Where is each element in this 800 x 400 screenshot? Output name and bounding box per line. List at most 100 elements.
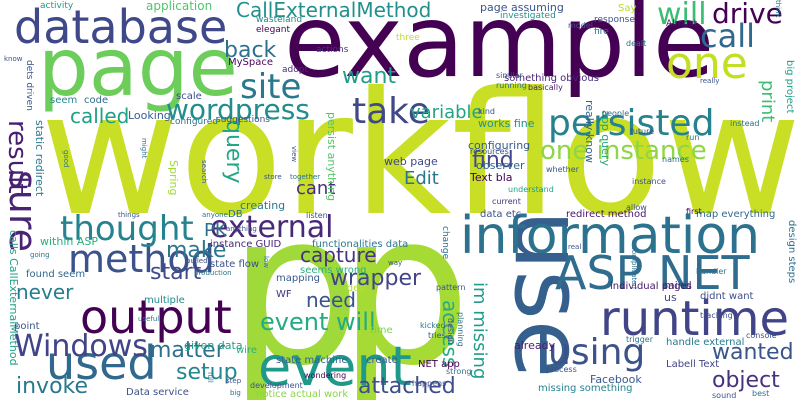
word-might: might <box>140 138 148 159</box>
word-handler: handler <box>696 267 727 276</box>
word-anyone: anyone <box>202 211 228 219</box>
word-im-missing: im missing <box>469 282 490 380</box>
word-wf: WF <box>276 289 292 300</box>
word-page: page <box>38 21 238 114</box>
word-big-project: big project <box>784 60 795 114</box>
word-missing-something: missing something <box>538 383 633 394</box>
word-event: event <box>258 335 412 398</box>
word-actions: actions <box>316 45 349 55</box>
word-strong: strong <box>446 367 472 376</box>
word-resources: resources <box>470 147 509 156</box>
word-seems-wrong: seems wrong <box>300 265 367 276</box>
word-activity: activity <box>40 1 74 11</box>
word-call: call <box>700 17 755 55</box>
word-cant: cant <box>296 178 336 199</box>
word-wondering: wondering <box>304 371 347 380</box>
word-anything: anything <box>226 225 257 233</box>
word-method: method <box>68 237 215 281</box>
word-basically: basically <box>528 83 563 92</box>
word-going: going <box>30 251 50 259</box>
word-persist-anything: persist anything <box>325 112 338 202</box>
word-design-steps: design steps <box>786 220 797 284</box>
word-search: search <box>200 160 208 184</box>
word-code: code <box>84 95 109 106</box>
word-thought: thought <box>60 209 194 249</box>
word-good: good <box>62 150 70 168</box>
word-time: time <box>370 325 393 336</box>
word-tracking: tracking <box>700 311 733 320</box>
word-change: change <box>440 226 450 260</box>
word-really: really <box>700 77 720 85</box>
word-complicated: complicated <box>630 246 638 289</box>
word-sound: sound <box>712 391 737 400</box>
word-edit: Edit <box>404 168 439 189</box>
word-idea: idea <box>344 283 366 294</box>
word-individual-pages: individual pages <box>610 281 692 292</box>
word-using: using <box>548 332 646 373</box>
word-really-know: really know <box>583 100 596 163</box>
word-mind: mind <box>664 279 692 292</box>
word-tries: tries <box>428 331 446 340</box>
word-take: take <box>352 91 430 132</box>
word-real: real <box>568 243 582 251</box>
word-console: console <box>746 331 777 340</box>
word-static-redirect: static redirect <box>33 120 46 197</box>
word-useful: useful <box>138 315 160 323</box>
word-db: DB <box>228 209 243 220</box>
word-response: response <box>594 15 635 25</box>
word-kind: kind <box>478 107 496 116</box>
word-already: already <box>514 339 556 352</box>
word-access: access <box>438 300 462 368</box>
word-back: back <box>224 38 277 63</box>
word-labell-text: Labell Text <box>666 359 720 370</box>
word-within-asp: within ASP <box>40 235 99 248</box>
word-process: process <box>546 365 577 374</box>
word-fire: fire <box>594 27 609 37</box>
word-text-bla: Text bla <box>470 171 513 184</box>
word-allow: allow <box>626 203 647 212</box>
word-query: query <box>221 120 246 184</box>
word-first: first <box>686 207 702 216</box>
word-know: know <box>4 55 23 63</box>
word-variable: variable <box>410 102 483 123</box>
word-think: think <box>774 0 782 18</box>
word-similar: similar <box>496 71 523 80</box>
word-dets-driven: dets driven <box>24 60 34 111</box>
word-works-fine: works fine <box>478 117 535 130</box>
word-investigated: investigated <box>500 11 556 21</box>
word-windows: Windows <box>14 329 148 364</box>
word-design: design <box>446 318 455 345</box>
word-big: big <box>230 389 241 397</box>
word-trigger: trigger <box>626 335 654 344</box>
word-things: things <box>118 211 140 219</box>
word-wrapper: wrapper <box>330 266 422 291</box>
word-data-etc: data etc <box>480 209 522 220</box>
word-called: called <box>70 104 130 128</box>
word-creating: creating <box>240 199 286 212</box>
word-looking: Looking <box>128 109 171 122</box>
word-given-data: given data <box>184 339 243 352</box>
word-best: best <box>752 389 770 398</box>
word-us: us <box>664 291 677 304</box>
word-persisted: persisted <box>548 103 715 144</box>
word-pulled: pulled <box>186 257 208 265</box>
word-application: application <box>146 0 213 13</box>
word-site: site <box>240 67 302 107</box>
word-capture: capture <box>300 243 377 267</box>
word-asp-net: ASP NET <box>555 246 750 300</box>
word-production: production <box>194 269 232 277</box>
word-names: names <box>662 155 689 164</box>
word-facebook: Facebook <box>590 373 642 386</box>
word-happens: happens <box>412 379 447 388</box>
word-never: never <box>16 280 74 304</box>
word-wire: wire <box>236 345 258 356</box>
word-invoke: invoke <box>16 374 89 399</box>
word-information: information <box>460 206 761 266</box>
word-suggestions: suggestions <box>216 115 270 125</box>
word-multiple: multiple <box>144 295 185 306</box>
word-make: make <box>166 238 227 263</box>
word-workflow: workflow <box>40 56 800 254</box>
word-web-page: web page <box>384 155 438 168</box>
word-elegant: elegant <box>256 25 291 35</box>
word-page-assuming: page assuming <box>480 1 564 14</box>
